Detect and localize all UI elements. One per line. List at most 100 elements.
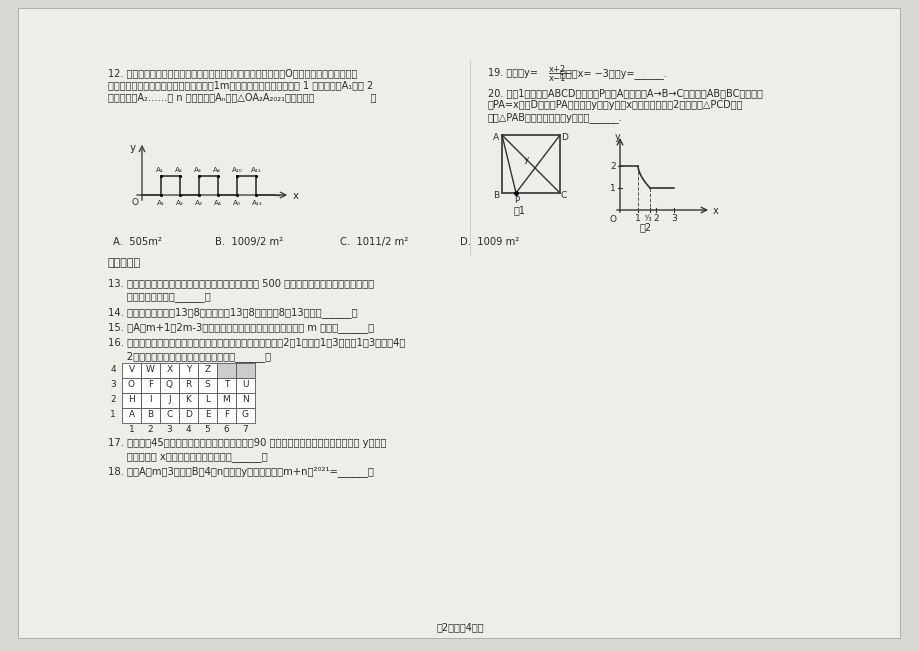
Text: C.  1011/2 m²: C. 1011/2 m² xyxy=(340,237,408,247)
Text: y: y xyxy=(130,143,136,153)
Bar xyxy=(236,393,255,408)
Text: 5: 5 xyxy=(204,425,210,434)
Text: A₁: A₁ xyxy=(157,200,165,206)
Bar xyxy=(141,408,160,423)
Bar xyxy=(179,363,198,378)
Bar xyxy=(141,363,160,378)
Bar xyxy=(122,393,141,408)
Bar xyxy=(179,378,198,393)
Text: L: L xyxy=(205,395,210,404)
Text: 图1: 图1 xyxy=(514,205,526,215)
Text: G: G xyxy=(242,410,249,419)
Text: C: C xyxy=(166,410,173,419)
Text: 与流出时间 x（分钟）之间的表达式是______。: 与流出时间 x（分钟）之间的表达式是______。 xyxy=(108,452,267,462)
Bar xyxy=(217,393,236,408)
Text: 二、填空题: 二、填空题 xyxy=(108,258,141,268)
Text: U: U xyxy=(242,380,248,389)
Text: 4: 4 xyxy=(110,365,116,374)
Text: x−1: x−1 xyxy=(549,74,565,83)
Text: B: B xyxy=(147,410,153,419)
Text: 3: 3 xyxy=(166,425,172,434)
Text: A₄: A₄ xyxy=(213,167,221,173)
Text: 1: 1 xyxy=(634,214,640,223)
Text: A₁₃: A₁₃ xyxy=(252,200,263,206)
Text: 7: 7 xyxy=(243,425,248,434)
Text: 1: 1 xyxy=(609,184,615,193)
Text: 3: 3 xyxy=(110,380,116,389)
Bar xyxy=(236,363,255,378)
Bar xyxy=(179,393,198,408)
Bar xyxy=(198,378,217,393)
Text: 1: 1 xyxy=(129,425,134,434)
Bar xyxy=(160,408,179,423)
Bar xyxy=(236,378,255,393)
Bar xyxy=(160,363,179,378)
Text: A₁₀: A₁₀ xyxy=(232,167,243,173)
Text: x+2: x+2 xyxy=(549,65,565,74)
Bar xyxy=(502,135,560,193)
Bar xyxy=(198,363,217,378)
Text: C: C xyxy=(561,191,567,200)
Text: F: F xyxy=(148,380,153,389)
Text: 14. 若电影票上座位是13排8号可记为（13，8），则（8，13）表示______。: 14. 若电影票上座位是13排8号可记为（13，8），则（8，13）表示____… xyxy=(108,307,357,318)
Text: 右、向下的方向依次不断移动，每次移动1m，其行走路线如图所示，第 1 次移动到点A₁，第 2: 右、向下的方向依次不断移动，每次移动1m，其行走路线如图所示，第 1 次移动到点… xyxy=(108,80,373,90)
Text: A₄: A₄ xyxy=(214,200,221,206)
Bar xyxy=(141,378,160,393)
Text: A₉: A₉ xyxy=(233,200,241,206)
Text: K: K xyxy=(186,395,191,404)
Text: 2: 2 xyxy=(110,395,116,404)
Text: 2: 2 xyxy=(609,162,615,171)
Text: O: O xyxy=(609,215,617,224)
Text: 2），请你把这个英文单词翻译成中文为______。: 2），请你把这个英文单词翻译成中文为______。 xyxy=(108,351,271,362)
Bar xyxy=(141,393,160,408)
Text: J: J xyxy=(168,395,171,404)
Text: 16. 有一个英文单词的字母顺序对应如图中的有序数对分别为（2，1），（1，3），（1，3），（4，: 16. 有一个英文单词的字母顺序对应如图中的有序数对分别为（2，1），（1，3）… xyxy=(108,337,405,347)
Text: Z: Z xyxy=(204,365,210,374)
Bar xyxy=(198,408,217,423)
Bar xyxy=(179,408,198,423)
Bar xyxy=(160,393,179,408)
Text: 次移动到点A₂……第 n 次移动到点Aₙ，则△OA₂A₂₀₂₁的面积是（                  ）: 次移动到点A₂……第 n 次移动到点Aₙ，则△OA₂A₂₀₂₁的面积是（ ） xyxy=(108,92,376,102)
Text: A.  505m²: A. 505m² xyxy=(113,237,162,247)
Text: x: x xyxy=(293,191,299,201)
Text: F: F xyxy=(223,410,229,419)
Text: A₂: A₂ xyxy=(175,167,183,173)
Bar xyxy=(198,393,217,408)
Bar xyxy=(122,408,141,423)
Text: W: W xyxy=(146,365,154,374)
Text: B.  1009/2 m²: B. 1009/2 m² xyxy=(215,237,283,247)
Text: A₁₁: A₁₁ xyxy=(251,167,262,173)
Text: N: N xyxy=(242,395,249,404)
Bar xyxy=(217,378,236,393)
Text: A₂: A₂ xyxy=(176,200,184,206)
Text: 1: 1 xyxy=(110,410,116,419)
Text: 17. 油箱装满45升油，油从油箱的管道均匀流出，90 分钟可以流尽。那么油箱中剩油量 y（升）: 17. 油箱装满45升油，油从油箱的管道均匀流出，90 分钟可以流尽。那么油箱中… xyxy=(108,438,386,448)
Bar xyxy=(160,378,179,393)
Text: O: O xyxy=(128,380,135,389)
Text: 18. 若点A（m，3）与点B（4，n）关于y轴对称，则（m+n）²⁰²¹=______。: 18. 若点A（m，3）与点B（4，n）关于y轴对称，则（m+n）²⁰²¹=__… xyxy=(108,466,373,477)
Text: R: R xyxy=(185,380,191,389)
Text: A₁: A₁ xyxy=(156,167,164,173)
Text: A: A xyxy=(493,133,499,142)
Text: 积与△PAB的面积相等时，y的值为______.: 积与△PAB的面积相等时，y的值为______. xyxy=(487,112,622,123)
Text: 3: 3 xyxy=(670,214,676,223)
Text: ⁵⁄₃: ⁵⁄₃ xyxy=(644,214,652,223)
Bar xyxy=(122,363,141,378)
Text: E: E xyxy=(204,410,210,419)
Text: 2: 2 xyxy=(652,214,658,223)
Text: 19. 在函数y=: 19. 在函数y= xyxy=(487,68,538,78)
Text: 6: 6 xyxy=(223,425,229,434)
Text: 15. 点A（m+1，2m-3）在第一、三象限夹角的平分线上，则 m 的值为______。: 15. 点A（m+1，2m-3）在第一、三象限夹角的平分线上，则 m 的值为__… xyxy=(108,322,374,333)
Text: A: A xyxy=(129,410,134,419)
Text: A₃: A₃ xyxy=(195,200,203,206)
Text: 题中，样本容量是______。: 题中，样本容量是______。 xyxy=(108,292,210,302)
Text: S: S xyxy=(204,380,210,389)
Text: 20. 如图1，在矩形ABCD中，动点P从点A出发，沿A→B→C的方向在AB和BC上运动，: 20. 如图1，在矩形ABCD中，动点P从点A出发，沿A→B→C的方向在AB和B… xyxy=(487,88,762,98)
Text: P: P xyxy=(514,196,518,205)
Text: 中，当x= −3时，y=______.: 中，当x= −3时，y=______. xyxy=(560,68,666,79)
Text: T: T xyxy=(223,380,229,389)
Text: 12. 在平面直角坐标系中，一个智能机器人接到如下指令：从原点O出发，按向右、向上、向: 12. 在平面直角坐标系中，一个智能机器人接到如下指令：从原点O出发，按向右、向… xyxy=(108,68,357,78)
Text: A₃: A₃ xyxy=(194,167,201,173)
Bar xyxy=(236,408,255,423)
Text: 13. 为了解某市八年级学生的身高情况，从中任意抽取 500 名学生的身高进行统计，在这个问: 13. 为了解某市八年级学生的身高情况，从中任意抽取 500 名学生的身高进行统… xyxy=(108,278,374,288)
